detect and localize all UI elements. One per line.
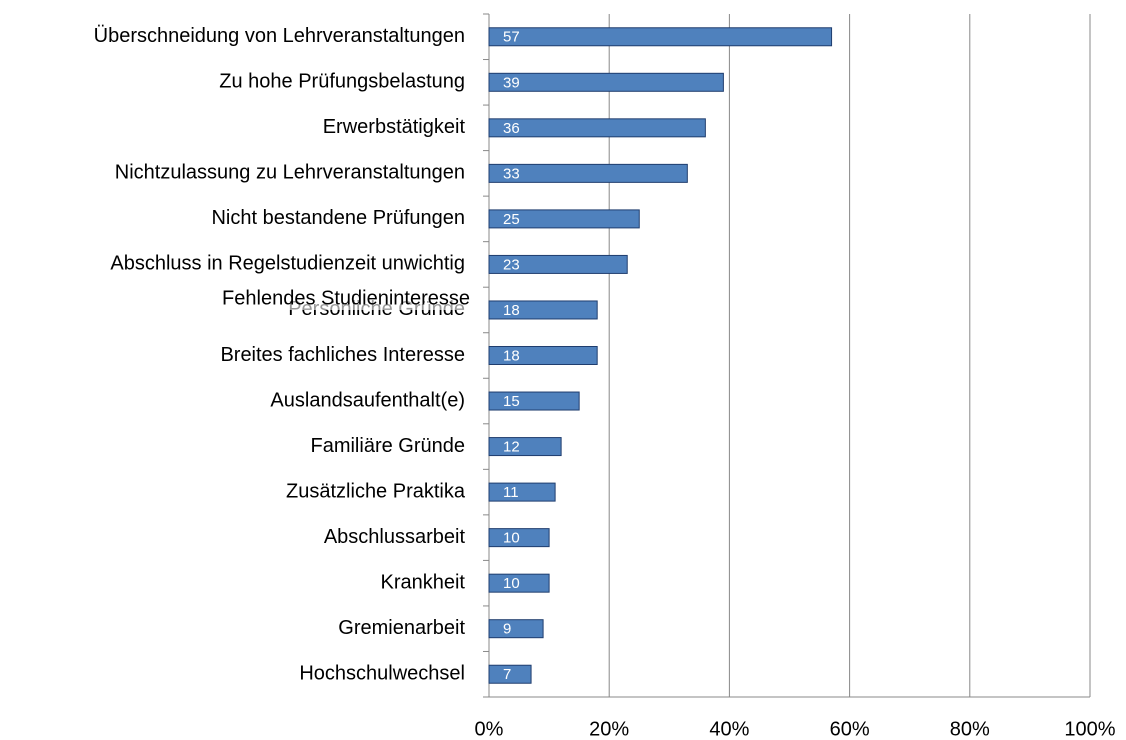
bar xyxy=(488,72,724,92)
category-label: Auslandsaufenthalt(e) xyxy=(270,389,465,411)
category-label: Gremienarbeit xyxy=(338,617,465,639)
value-label: 39 xyxy=(503,74,520,91)
bar xyxy=(488,254,628,274)
annotation-bg xyxy=(168,288,473,310)
bar xyxy=(488,346,598,365)
bar xyxy=(488,482,556,502)
annotation: Fehlendes Studieninteresse xyxy=(222,287,470,309)
value-label: 18 xyxy=(503,347,520,364)
category-label: Familiäre Gründe xyxy=(310,435,465,457)
bar xyxy=(488,118,706,138)
bar xyxy=(488,664,532,684)
category-label: Breites fachliches Interesse xyxy=(220,344,465,366)
value-label: 25 xyxy=(503,211,520,228)
value-label: 10 xyxy=(503,530,520,547)
value-label: 15 xyxy=(503,393,520,410)
bar xyxy=(488,300,598,320)
category-label: Zu hohe Prüfungsbelastung xyxy=(219,71,465,93)
bar xyxy=(488,27,833,47)
bar xyxy=(488,573,550,593)
value-label: 7 xyxy=(503,666,511,683)
bar xyxy=(488,209,640,229)
category-label: Erwerbstätigkeit xyxy=(323,116,466,138)
x-tick-label: 20% xyxy=(589,718,629,740)
bar xyxy=(488,391,580,411)
x-tick-label: 0% xyxy=(475,718,504,740)
bar xyxy=(488,437,562,457)
bar xyxy=(488,528,550,548)
value-label: 9 xyxy=(503,621,511,638)
x-tick-label: 60% xyxy=(830,718,870,740)
value-label: 18 xyxy=(503,302,520,319)
category-label: Nichtzulassung zu Lehrveranstaltungen xyxy=(115,162,465,184)
x-tick-label: 100% xyxy=(1064,718,1115,740)
category-label: Hochschulwechsel xyxy=(299,663,465,685)
value-label: 11 xyxy=(503,484,519,501)
value-label: 33 xyxy=(503,165,520,182)
value-label: 12 xyxy=(503,439,520,456)
category-label: Nicht bestandene Prüfungen xyxy=(211,207,465,229)
bar xyxy=(488,163,688,183)
x-tick-label: 40% xyxy=(709,718,749,740)
category-label: Zusätzliche Praktika xyxy=(286,480,466,502)
value-label: 10 xyxy=(503,575,520,592)
category-label: Überschneidung von Lehrveranstaltungen xyxy=(94,25,465,47)
x-tick-label: 80% xyxy=(950,718,990,740)
category-label: Abschlussarbeit xyxy=(324,526,466,548)
value-label: 57 xyxy=(503,29,520,46)
category-label: Abschluss in Regelstudienzeit unwichtig xyxy=(110,253,465,275)
value-label: 36 xyxy=(503,120,520,137)
category-label: Krankheit xyxy=(381,571,466,593)
value-label: 23 xyxy=(503,256,520,273)
bar xyxy=(488,619,544,639)
